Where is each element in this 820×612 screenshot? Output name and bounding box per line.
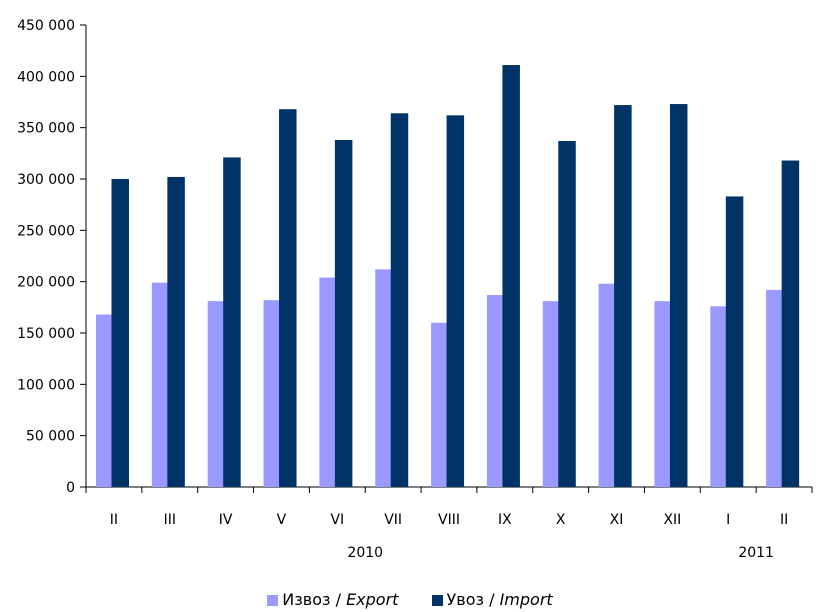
y-tick-label: 150 000 bbox=[17, 326, 75, 342]
bar-import-8 bbox=[558, 141, 576, 487]
y-axis: 0 50 000 100 000 150 000 200 000 250 000 300 0… bbox=[17, 18, 87, 496]
y-tick-label: 100 000 bbox=[17, 377, 75, 393]
x-tick-label: VI bbox=[330, 512, 344, 528]
y-tick-label: 450 000 bbox=[17, 18, 75, 34]
bar-export-9 bbox=[598, 283, 617, 487]
legend-swatch-import bbox=[431, 595, 443, 606]
x-tick-label: IV bbox=[219, 512, 233, 528]
bar-import-4 bbox=[334, 139, 353, 487]
bar-export-2 bbox=[207, 301, 226, 487]
bar-export-1 bbox=[151, 282, 170, 487]
y-tick-label: 400 000 bbox=[17, 69, 75, 85]
bar-import-0 bbox=[111, 179, 129, 487]
y-tick-label: 0 bbox=[66, 480, 75, 496]
bar-export-3 bbox=[263, 300, 282, 487]
legend-item-import: Увоз / Import bbox=[431, 590, 553, 609]
bar-export-12 bbox=[766, 289, 784, 487]
bar-export-10 bbox=[654, 301, 672, 487]
bar-import-9 bbox=[614, 105, 632, 487]
bars bbox=[96, 65, 800, 488]
bar-export-7 bbox=[486, 295, 505, 487]
legend-item-export: Извоз / Export bbox=[267, 590, 398, 609]
x-tick-label: XI bbox=[610, 512, 624, 528]
x-tick-label: XII bbox=[663, 512, 681, 528]
x-tick-label: X bbox=[556, 512, 566, 528]
x-tick-label: I bbox=[726, 512, 730, 528]
x-year-label: 2011 bbox=[738, 545, 774, 561]
y-tick-label: 200 000 bbox=[17, 275, 75, 291]
bar-import-2 bbox=[223, 157, 241, 487]
x-tick-label: V bbox=[277, 512, 287, 528]
legend-label-import-italic: Import bbox=[499, 590, 553, 609]
legend-swatch-export bbox=[267, 595, 279, 606]
x-tick-label: II bbox=[110, 512, 118, 528]
x-tick-label: VII bbox=[384, 512, 402, 528]
bar-export-0 bbox=[96, 314, 114, 487]
x-year-label: 2010 bbox=[347, 545, 383, 561]
bar-export-6 bbox=[431, 322, 449, 487]
x-tick-label: IX bbox=[498, 512, 512, 528]
bar-import-11 bbox=[725, 196, 744, 487]
bar-import-10 bbox=[669, 104, 688, 487]
bar-export-5 bbox=[375, 269, 393, 487]
legend-label-export-italic: Export bbox=[346, 590, 399, 609]
y-tick-label: 50 000 bbox=[26, 429, 75, 445]
bar-import-6 bbox=[446, 115, 465, 487]
bar-export-4 bbox=[319, 277, 337, 487]
bar-import-12 bbox=[781, 160, 800, 487]
bar-import-3 bbox=[279, 109, 297, 487]
bar-import-5 bbox=[390, 113, 409, 487]
bar-export-8 bbox=[542, 301, 561, 487]
legend-label-import-main: Увоз bbox=[446, 590, 485, 609]
y-tick-label: 300 000 bbox=[17, 172, 75, 188]
x-tick-label: VIII bbox=[438, 512, 460, 528]
x-tick-label: III bbox=[164, 512, 176, 528]
y-tick-label: 350 000 bbox=[17, 121, 75, 137]
bar-import-1 bbox=[167, 176, 185, 488]
bar-chart: 0 50 000 100 000 150 000 200 000 250 000 300 0… bbox=[17, 18, 813, 561]
bar-export-11 bbox=[710, 306, 728, 487]
bar-import-7 bbox=[502, 65, 520, 487]
x-tick-label: II bbox=[780, 512, 788, 528]
legend: Извоз / Export Увоз / Import bbox=[0, 590, 820, 609]
y-tick-label: 250 000 bbox=[17, 223, 75, 239]
legend-label-export-main: Извоз bbox=[282, 590, 331, 609]
